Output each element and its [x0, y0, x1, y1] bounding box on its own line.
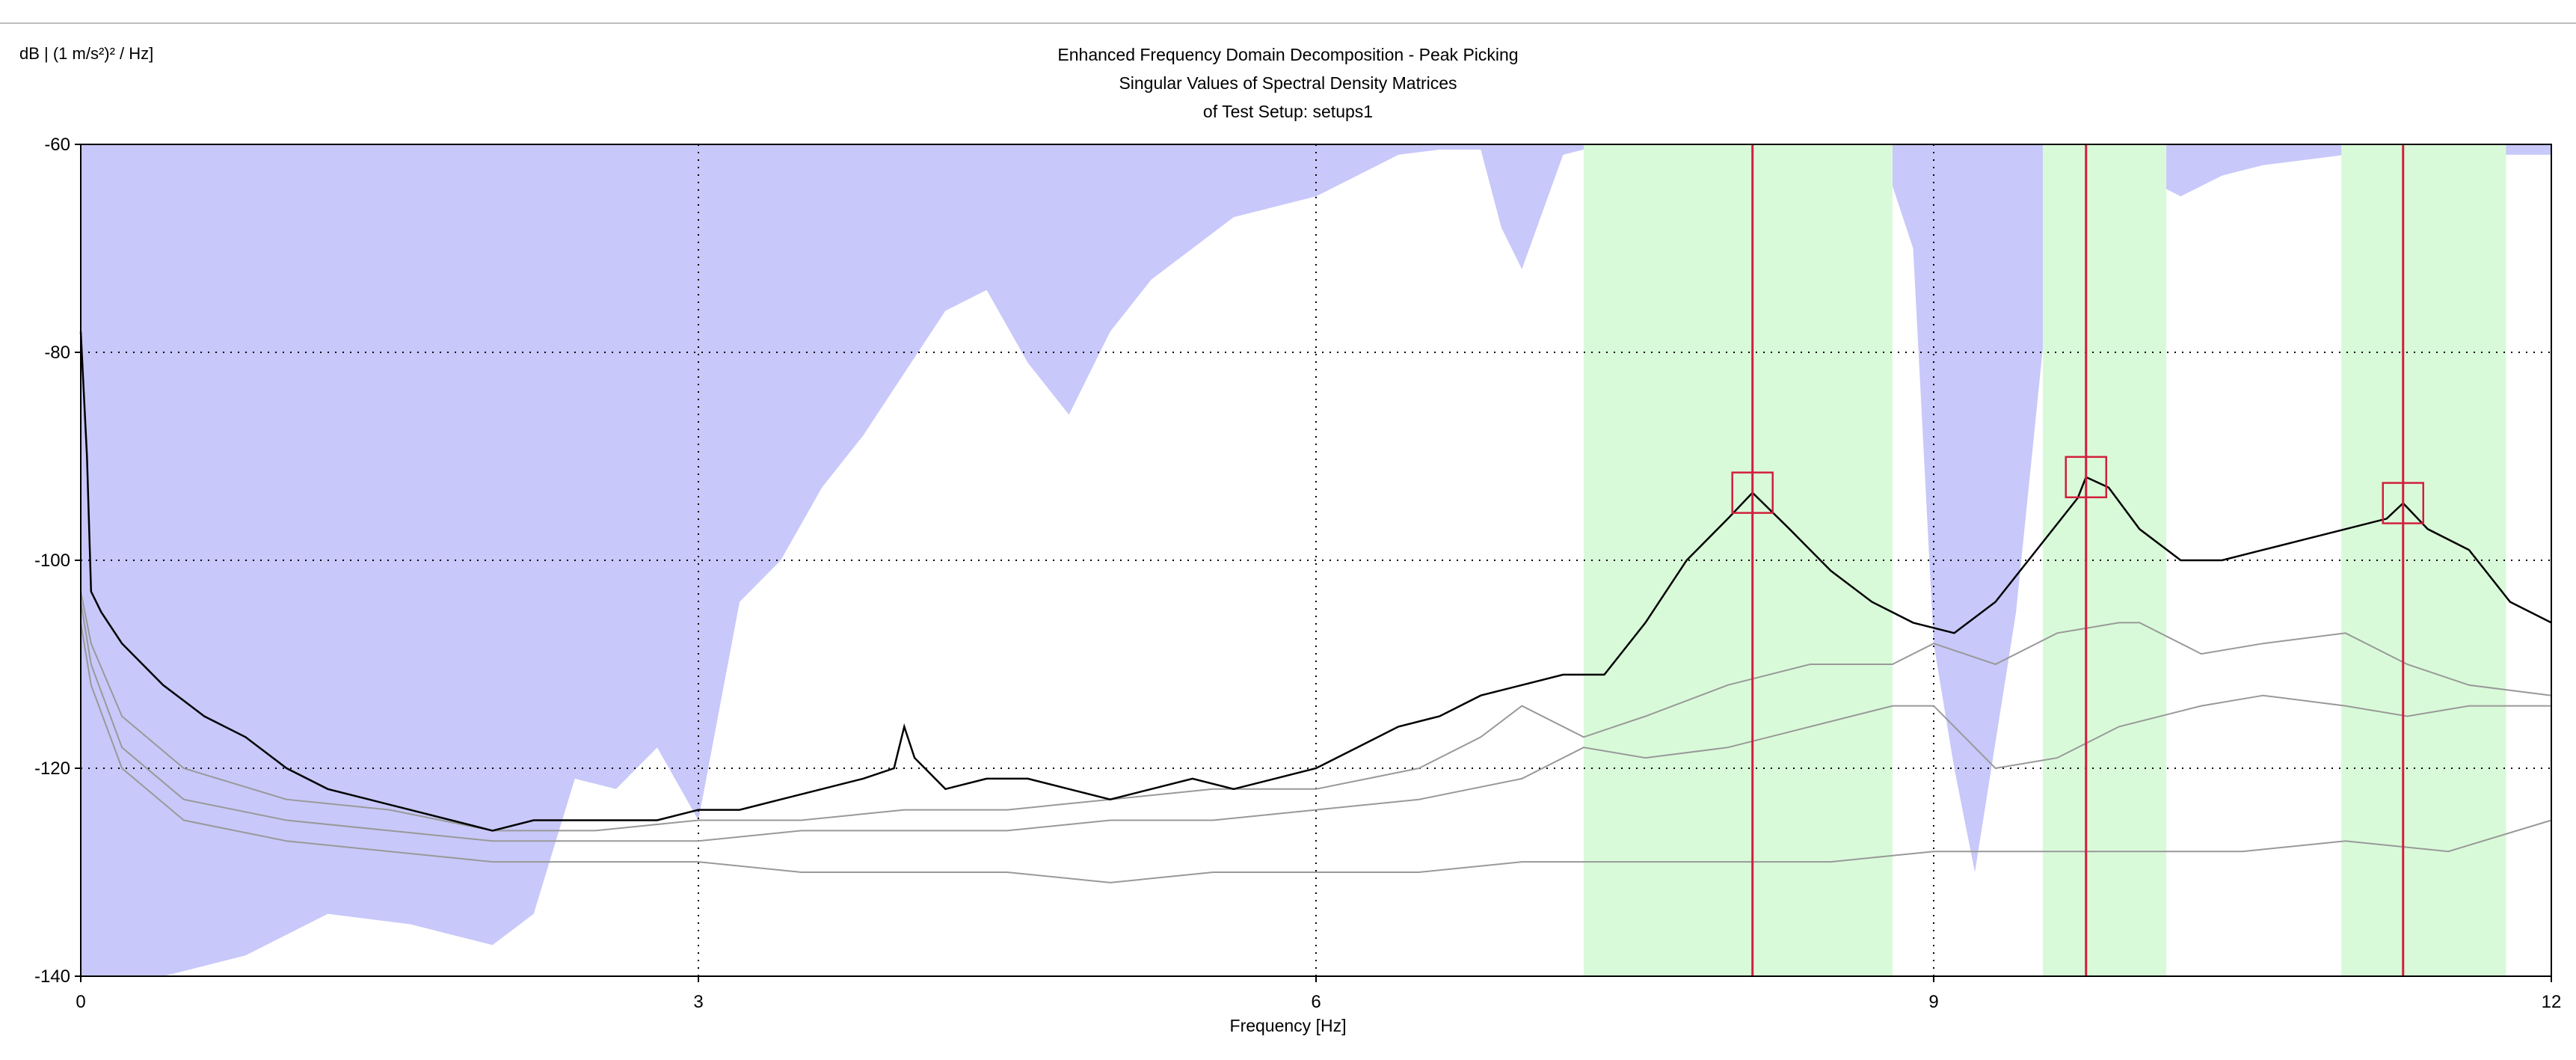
singular-value-line-2 [80, 591, 2552, 832]
y-tick-label: -80 [44, 343, 70, 363]
singular-value-line-3 [80, 601, 2551, 842]
chart-subtitle-line-2: of Test Setup: setups1 [1202, 102, 1374, 121]
x-tick-label: 6 [1311, 992, 1321, 1012]
x-tick-label: 9 [1928, 992, 1938, 1012]
y-tick-label: -140 [34, 966, 70, 987]
top-divider [0, 22, 2576, 24]
peak-marker-2 [2065, 456, 2107, 499]
y-tick-label: -60 [44, 135, 70, 155]
x-tick-label: 3 [693, 992, 703, 1012]
chart-subtitle-line-1: Singular Values of Spectral Density Matr… [1119, 73, 1457, 93]
peak-marker-3 [2382, 482, 2425, 524]
y-tick-label: -100 [34, 551, 70, 571]
singular-value-line-4 [80, 622, 2552, 883]
peak-marker-1 [1731, 471, 1774, 514]
singular-value-line-1 [79, 331, 2552, 832]
coherence-fill [81, 144, 2551, 976]
chart-title: Enhanced Frequency Domain Decomposition … [1057, 45, 1519, 64]
selection-band-1 [1583, 144, 1893, 976]
y-tick-label: -120 [34, 759, 70, 779]
x-tick-label: 0 [76, 992, 85, 1012]
y-axis-unit-label: dB | (1 m/s²)² / Hz] [19, 44, 154, 63]
x-tick-label: 12 [2542, 992, 2562, 1012]
x-axis-label: Frequency [Hz] [1229, 1016, 1347, 1035]
selection-band-3 [2341, 144, 2506, 976]
